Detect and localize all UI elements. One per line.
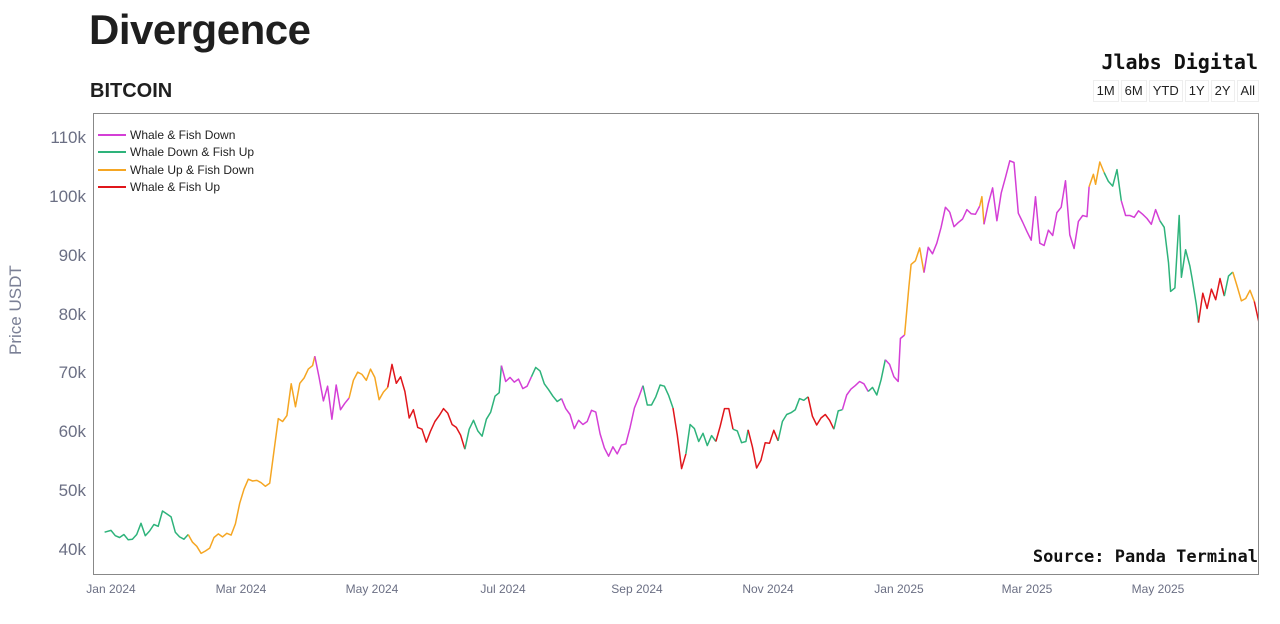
range-button-1y[interactable]: 1Y — [1184, 80, 1209, 102]
range-button-6m[interactable]: 6M — [1120, 80, 1147, 102]
legend-item-whale-up-fish-down[interactable]: Whale Up & Fish Down — [98, 161, 254, 179]
brand-label: Jlabs Digital — [1101, 50, 1258, 74]
legend-swatch — [98, 168, 126, 171]
chart-legend: Whale & Fish Down Whale Down & Fish Up W… — [98, 126, 254, 196]
price-line-segment — [903, 247, 925, 336]
price-line-segment — [314, 356, 350, 420]
legend-item-whale-fish-down[interactable]: Whale & Fish Down — [98, 126, 254, 144]
price-line-segment — [560, 385, 644, 457]
x-tick-sep-2024: Sep 2024 — [611, 582, 663, 596]
plot-area[interactable] — [93, 113, 1259, 575]
price-line-segment — [642, 384, 674, 409]
price-line-segment — [1223, 271, 1234, 297]
x-tick-jul-2024: Jul 2024 — [480, 582, 526, 596]
legend-label: Whale Up & Fish Down — [130, 162, 255, 177]
price-line-segment — [500, 365, 533, 390]
legend-label: Whale & Fish Up — [130, 180, 221, 195]
price-line-segment — [923, 206, 951, 273]
price-line-segment — [1197, 277, 1226, 323]
legend-item-whale-fish-up[interactable]: Whale & Fish Up — [98, 179, 254, 197]
range-button-ytd[interactable]: YTD — [1148, 80, 1183, 102]
price-line-segment — [187, 356, 316, 555]
price-line-segment — [732, 428, 749, 444]
price-line-segment — [884, 334, 906, 383]
price-line-segment — [685, 423, 717, 455]
source-note: Source: Panda Terminal — [1032, 547, 1258, 567]
asset-subtitle: BITCOIN — [90, 80, 173, 102]
x-tick-jan-2024: Jan 2024 — [86, 582, 136, 596]
range-button-1m[interactable]: 1M — [1092, 80, 1119, 102]
y-tick-80k: 80k — [58, 305, 86, 324]
y-axis-label: Price USDT — [6, 265, 25, 355]
price-line-segment — [777, 396, 809, 442]
price-line-segment — [948, 205, 981, 228]
price-line-segment — [867, 359, 887, 396]
x-tick-mar-2025: Mar 2025 — [1001, 582, 1053, 596]
price-line-segment — [530, 366, 562, 403]
x-tick-may-2024: May 2024 — [345, 582, 399, 596]
legend-swatch — [98, 133, 126, 136]
y-tick-60k: 60k — [58, 422, 86, 441]
page-title: Divergence — [89, 6, 311, 53]
price-line-segment — [464, 365, 503, 450]
legend-swatch — [98, 186, 126, 189]
price-line-segment — [348, 368, 389, 401]
price-line-segment — [672, 407, 687, 470]
legend-swatch — [98, 151, 126, 154]
legend-label: Whale Down & Fish Up — [130, 145, 255, 160]
range-button-2y[interactable]: 2Y — [1210, 80, 1235, 102]
y-tick-100k: 100k — [49, 187, 86, 206]
y-tick-40k: 40k — [58, 540, 86, 559]
price-line-segment — [807, 396, 835, 430]
y-tick-50k: 50k — [58, 481, 86, 500]
price-line-segment — [833, 408, 843, 430]
y-tick-70k: 70k — [58, 363, 86, 382]
price-line-segment — [1159, 214, 1200, 323]
x-tick-mar-2024: Mar 2024 — [215, 582, 267, 596]
price-line-segment — [1103, 168, 1123, 201]
price-line-segment — [1120, 200, 1161, 226]
legend-item-whale-down-fish-up[interactable]: Whale Down & Fish Up — [98, 144, 254, 162]
x-tick-nov-2024: Nov 2024 — [742, 582, 794, 596]
price-line-chart — [104, 160, 1258, 555]
price-line-segment — [978, 195, 985, 225]
price-line-segment — [386, 363, 466, 450]
price-line-segment — [1232, 271, 1255, 302]
range-button-all[interactable]: All — [1236, 80, 1259, 102]
x-tick-may-2025: May 2025 — [1131, 582, 1185, 596]
price-line-segment — [747, 429, 779, 469]
price-line-segment — [104, 510, 189, 541]
y-tick-110k: 110k — [50, 128, 86, 147]
legend-label: Whale & Fish Down — [130, 127, 236, 142]
x-tick-jan-2025: Jan 2025 — [874, 582, 924, 596]
price-line-segment — [983, 160, 1090, 250]
price-line-segment — [715, 407, 734, 442]
price-line-segment — [1253, 301, 1258, 322]
range-selector: 1M 6M YTD 1Y 2Y All — [1092, 80, 1259, 102]
y-tick-90k: 90k — [58, 246, 86, 265]
price-line-segment — [1088, 161, 1105, 187]
price-line-segment — [841, 380, 869, 410]
